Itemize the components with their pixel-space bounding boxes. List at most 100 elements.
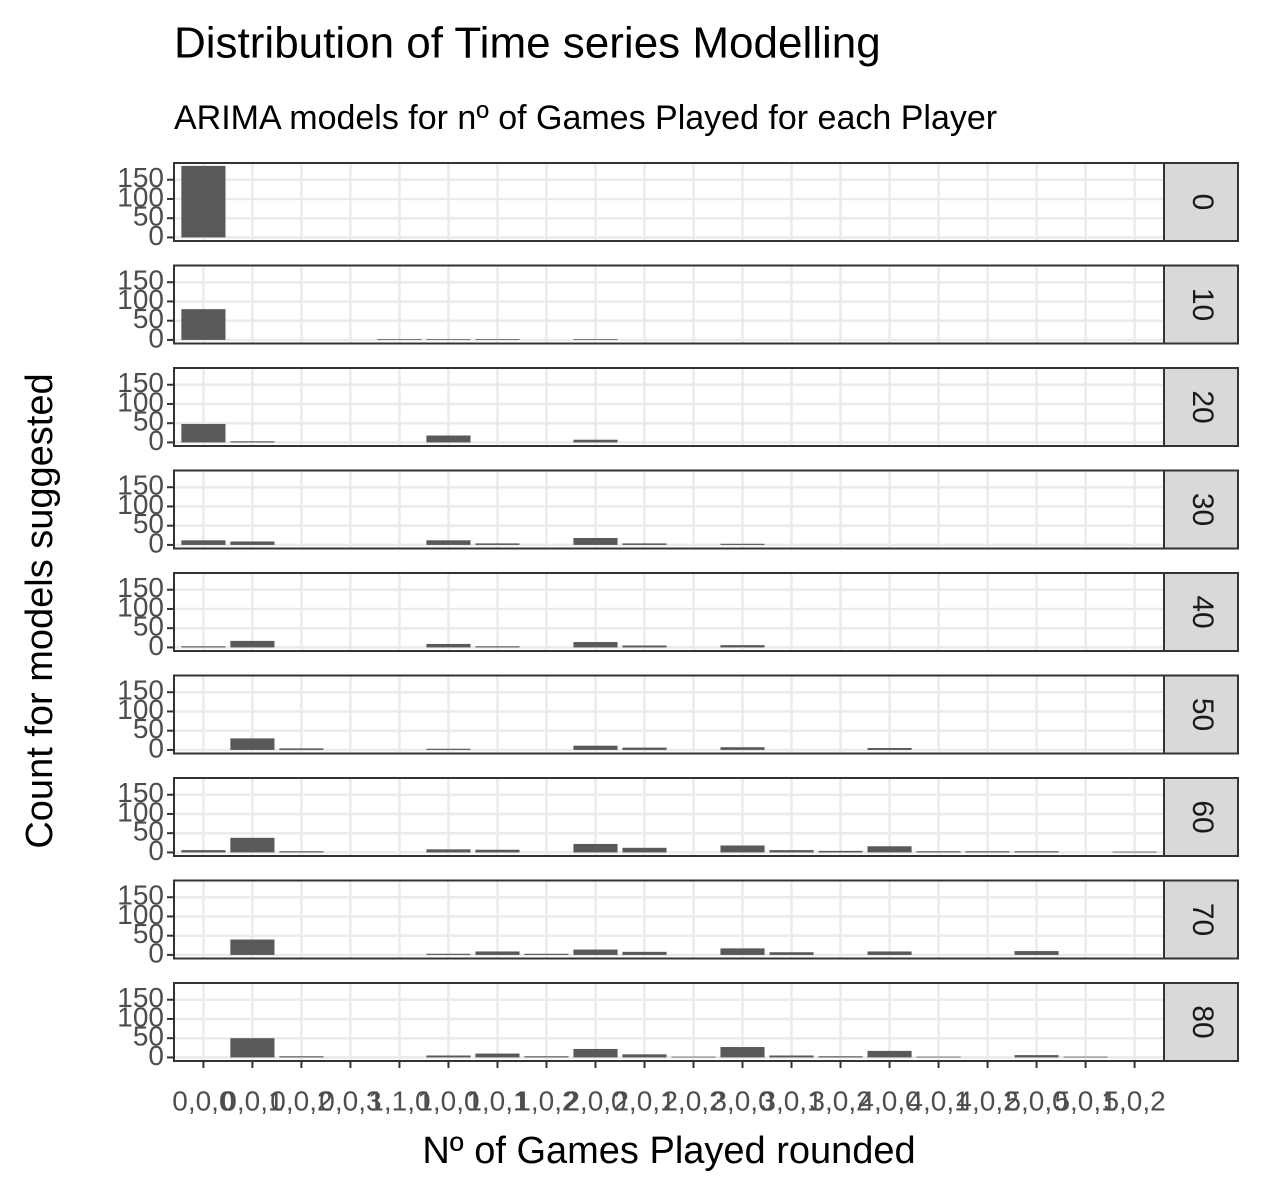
bar bbox=[426, 953, 471, 955]
y-tick-label: 0 bbox=[148, 732, 164, 763]
y-tick-label: 100 bbox=[117, 386, 164, 417]
y-tick-label: 100 bbox=[117, 284, 164, 315]
strip-label: 20 bbox=[1186, 390, 1219, 423]
panel-background bbox=[174, 573, 1164, 651]
y-tick-label: 100 bbox=[117, 181, 164, 212]
bar bbox=[720, 1047, 765, 1058]
bar bbox=[769, 952, 814, 955]
bar bbox=[426, 540, 471, 545]
x-tick-label: 4,0,1 bbox=[907, 1085, 969, 1116]
chart-title: Distribution of Time series Modelling bbox=[174, 19, 881, 68]
y-tick-label: 150 bbox=[117, 880, 164, 911]
panel-background bbox=[174, 880, 1164, 959]
bar bbox=[279, 851, 324, 853]
y-tick-label: 50 bbox=[133, 611, 164, 642]
y-axis-title: Count for models suggested bbox=[19, 373, 61, 848]
bar bbox=[769, 850, 814, 853]
bar bbox=[1014, 1055, 1059, 1058]
strip-label: 80 bbox=[1186, 1005, 1219, 1038]
bar bbox=[720, 948, 765, 955]
bar bbox=[965, 851, 1010, 853]
bar bbox=[524, 953, 569, 955]
strip-label: 60 bbox=[1186, 800, 1219, 833]
bar bbox=[230, 441, 275, 443]
bar bbox=[181, 165, 226, 238]
bar bbox=[1063, 1056, 1108, 1058]
bar bbox=[1014, 851, 1059, 853]
bar bbox=[818, 850, 863, 853]
y-tick-label: 50 bbox=[133, 508, 164, 539]
bar bbox=[1112, 851, 1157, 853]
x-tick-label: 2,0,0 bbox=[564, 1085, 626, 1116]
x-tick-label: 3,0,1 bbox=[760, 1085, 822, 1116]
y-tick-label: 150 bbox=[117, 265, 164, 296]
y-tick-label: 50 bbox=[133, 1021, 164, 1052]
y-tick-label: 150 bbox=[117, 162, 164, 193]
x-tick-label: 0,0,0 bbox=[172, 1085, 234, 1116]
strip-background bbox=[1163, 777, 1239, 857]
y-tick-label: 50 bbox=[133, 713, 164, 744]
bar bbox=[916, 1056, 961, 1058]
panel-background bbox=[174, 368, 1164, 446]
strip-label: 50 bbox=[1186, 698, 1219, 731]
bar bbox=[230, 837, 275, 853]
y-tick-label: 50 bbox=[133, 918, 164, 949]
bar bbox=[181, 309, 226, 340]
bar bbox=[279, 1056, 324, 1058]
y-tick-label: 100 bbox=[117, 796, 164, 827]
bar bbox=[573, 1048, 618, 1058]
bar bbox=[181, 423, 226, 443]
y-tick-label: 100 bbox=[117, 1001, 164, 1032]
strip-background bbox=[1163, 469, 1239, 550]
strip-label: 40 bbox=[1186, 595, 1219, 628]
x-tick-label: 0,0,3 bbox=[319, 1085, 381, 1116]
bar bbox=[1014, 951, 1059, 955]
bar bbox=[230, 939, 275, 955]
y-tick-label: 0 bbox=[148, 835, 164, 866]
y-tick-label: 100 bbox=[117, 489, 164, 520]
x-tick-label: 5,0,1 bbox=[1054, 1085, 1116, 1116]
bar bbox=[426, 748, 471, 750]
strip-background bbox=[1163, 162, 1239, 242]
bar bbox=[377, 339, 422, 340]
bar bbox=[230, 1038, 275, 1058]
bar bbox=[622, 543, 667, 545]
x-tick-label: 1,0,0 bbox=[417, 1085, 479, 1116]
x-tick-label: 0,0,2 bbox=[270, 1085, 332, 1116]
y-tick-label: 100 bbox=[117, 899, 164, 930]
x-tick-label: 4,0,0 bbox=[858, 1085, 920, 1116]
y-tick-label: 150 bbox=[117, 982, 164, 1013]
y-tick-label: 150 bbox=[117, 777, 164, 808]
bar bbox=[426, 849, 471, 853]
strip-label: 30 bbox=[1186, 493, 1219, 526]
panel-background bbox=[174, 470, 1164, 549]
x-tick-label: 0,0,1 bbox=[221, 1085, 283, 1116]
y-tick-label: 0 bbox=[148, 425, 164, 456]
x-tick-label: 4,0,2 bbox=[956, 1085, 1018, 1116]
bar bbox=[181, 646, 226, 648]
bar bbox=[622, 747, 667, 750]
x-tick-label: 1,1,0 bbox=[368, 1085, 430, 1116]
bar bbox=[475, 849, 520, 853]
x-axis-title: Nº of Games Played rounded bbox=[422, 1130, 915, 1172]
y-tick-label: 150 bbox=[117, 572, 164, 603]
bar bbox=[622, 1054, 667, 1058]
bar bbox=[230, 640, 275, 648]
y-tick-label: 50 bbox=[133, 201, 164, 232]
bar bbox=[671, 1056, 716, 1058]
bar bbox=[426, 435, 471, 443]
bar bbox=[769, 1055, 814, 1058]
bar bbox=[181, 540, 226, 545]
bar bbox=[720, 747, 765, 750]
y-tick-label: 0 bbox=[148, 527, 164, 558]
bar bbox=[573, 843, 618, 853]
bar bbox=[573, 339, 618, 340]
